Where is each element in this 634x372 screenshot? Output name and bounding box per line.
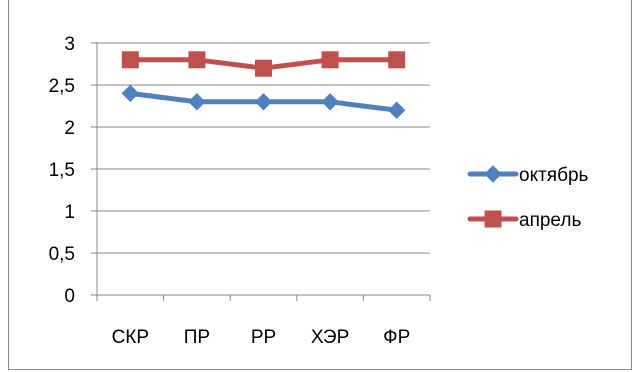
- y-tick-label: 3: [64, 34, 75, 55]
- x-tick-label: ФР: [383, 327, 410, 348]
- data-point-marker: [254, 93, 273, 111]
- data-point-marker: [188, 93, 206, 111]
- legend-marker: [484, 210, 502, 228]
- legend-marker: [484, 165, 502, 183]
- y-tick-label: 1: [64, 202, 75, 223]
- legend-label: октябрь: [519, 165, 589, 186]
- x-tick-label: СКР: [112, 327, 149, 348]
- x-axis-tick-labels: СКР ПР РР ХЭР ФР: [112, 327, 411, 348]
- y-axis-tick-labels: 0 0,5 1 1,5 2 2,5 3: [49, 34, 75, 307]
- series-1: [121, 51, 406, 77]
- data-point-marker: [188, 51, 206, 69]
- y-tick-label: 1,5: [49, 160, 75, 181]
- y-tick-label: 0,5: [49, 244, 75, 265]
- data-point-marker: [121, 84, 140, 103]
- data-point-marker: [255, 59, 272, 77]
- axes: [91, 42, 431, 301]
- data-point-marker: [387, 101, 406, 119]
- legend-label: апрель: [519, 210, 581, 231]
- y-tick-label: 2: [64, 118, 75, 139]
- data-point-marker: [321, 93, 339, 111]
- x-tick-label: РР: [251, 327, 276, 348]
- series-lines: [121, 51, 406, 119]
- data-point-marker: [388, 51, 406, 69]
- gridlines: [91, 42, 430, 254]
- data-point-marker: [121, 51, 139, 69]
- y-tick-label: 2,5: [49, 76, 75, 97]
- series-0: [121, 84, 406, 119]
- legend: октябрь апрель: [467, 165, 589, 231]
- y-tick-label: 0: [64, 286, 75, 307]
- x-tick-label: ПР: [184, 327, 210, 348]
- data-point-marker: [321, 51, 339, 69]
- legend-entry: апрель: [467, 210, 581, 231]
- x-tick-label: ХЭР: [311, 327, 349, 348]
- legend-entry: октябрь: [467, 165, 589, 186]
